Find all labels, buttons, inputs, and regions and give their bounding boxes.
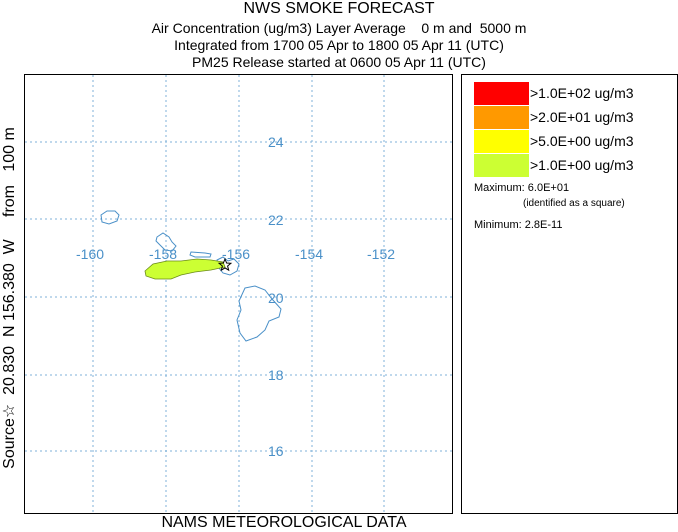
longitude-label: -156 bbox=[222, 246, 250, 262]
latitude-label: 18 bbox=[268, 367, 284, 383]
footer-data-source: NAMS METEOROLOGICAL DATA bbox=[161, 514, 407, 531]
latitude-label: 20 bbox=[268, 290, 284, 306]
latitude-label: 16 bbox=[268, 443, 284, 459]
map-subtitle-concentration: Air Concentration (ug/m3) Layer Average … bbox=[151, 20, 527, 36]
map-canvas: -160 -158 -156 -154 -152 24 22 20 18 16 bbox=[25, 75, 452, 513]
longitude-label: -160 bbox=[76, 246, 104, 262]
legend-swatch bbox=[474, 130, 529, 153]
latitude-label: 24 bbox=[268, 134, 284, 150]
legend-label: >1.0E+02 ug/m3 bbox=[530, 85, 634, 101]
legend-label: >5.0E+00 ug/m3 bbox=[530, 133, 634, 149]
map-panel: -160 -158 -156 -154 -152 24 22 20 18 16 bbox=[24, 74, 453, 514]
map-subtitle-release: PM25 Release started at 0600 05 Apr 11 (… bbox=[192, 54, 486, 70]
legend-swatch bbox=[474, 154, 529, 177]
legend-panel: >1.0E+02 ug/m3 >2.0E+01 ug/m3 >5.0E+00 u… bbox=[461, 74, 678, 514]
map-title: NWS SMOKE FORECAST bbox=[243, 0, 435, 17]
legend-swatch bbox=[474, 106, 529, 129]
longitude-label: -152 bbox=[367, 246, 395, 262]
legend-maximum: Maximum: 6.0E+01 bbox=[474, 182, 570, 194]
map-subtitle-integration: Integrated from 1700 05 Apr to 1800 05 A… bbox=[174, 37, 504, 53]
star-icon bbox=[217, 257, 233, 272]
hawaii-island bbox=[236, 285, 282, 342]
legend-label: >2.0E+01 ug/m3 bbox=[530, 109, 634, 125]
kauai-island bbox=[100, 210, 120, 225]
coastlines bbox=[100, 210, 282, 342]
meridian-grid bbox=[92, 75, 385, 513]
smoke-plume bbox=[144, 258, 226, 280]
oahu-island bbox=[155, 232, 177, 252]
legend-label: >1.0E+00 ug/m3 bbox=[530, 157, 634, 173]
source-location-label: Source☆ 20.830 N 156.380 W from 100 m bbox=[1, 127, 18, 469]
legend-maximum-note: (identified as a square) bbox=[523, 198, 625, 209]
longitude-label: -154 bbox=[295, 246, 323, 262]
legend-swatch bbox=[474, 82, 529, 105]
molokai-island bbox=[189, 251, 212, 258]
longitude-label: -158 bbox=[149, 246, 177, 262]
legend-minimum: Minimum: 2.8E-11 bbox=[474, 219, 563, 231]
latitude-label: 22 bbox=[268, 212, 284, 228]
parallel-grid bbox=[25, 141, 452, 452]
